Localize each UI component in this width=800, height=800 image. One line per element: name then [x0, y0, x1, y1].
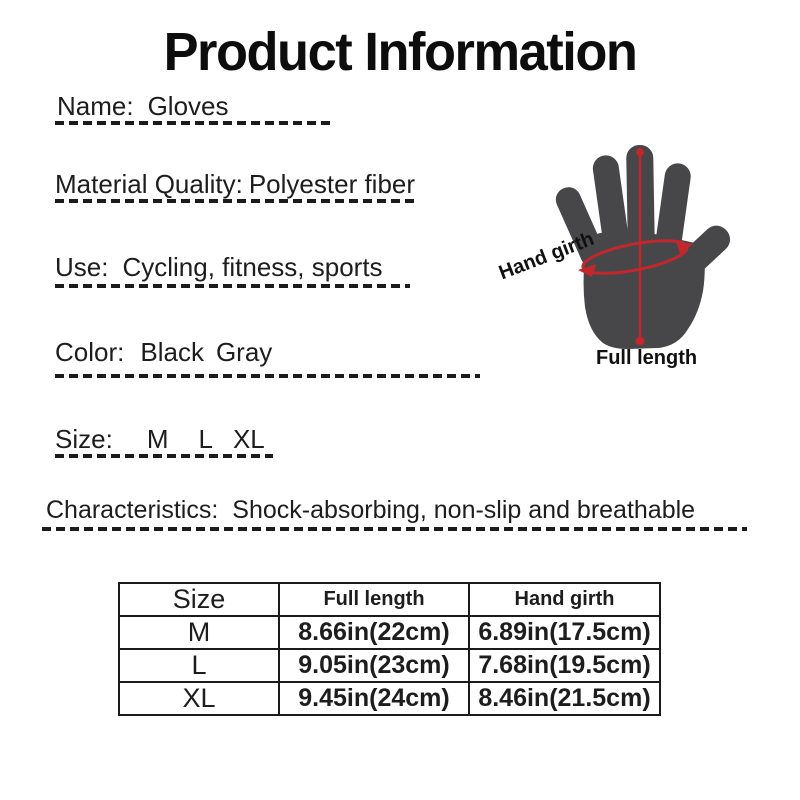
field-label: Material Quality: — [55, 169, 243, 199]
full-length-cell: 8.66in(22cm) — [278, 615, 470, 650]
field-value: Cycling, fitness, sports — [122, 252, 383, 282]
table-row: L 9.05in(23cm) 7.68in(19.5cm) — [118, 648, 661, 683]
field-label: Use: — [55, 252, 109, 282]
size-option-l: L — [198, 424, 213, 454]
hand-girth-cell: 6.89in(17.5cm) — [468, 615, 661, 650]
table-row: M 8.66in(22cm) 6.89in(17.5cm) — [118, 615, 661, 650]
full-length-bottom-dot — [635, 336, 645, 346]
full-length-top-dot — [636, 148, 644, 156]
field-label: Characteristics: — [46, 496, 219, 524]
full-length-label: Full length — [596, 347, 698, 369]
hand-girth-arrow-right — [676, 241, 693, 254]
field-color: Color: Black Gray — [55, 337, 272, 368]
full-length-cell: 9.05in(23cm) — [278, 648, 470, 683]
size-option-m: M — [146, 424, 169, 454]
col-header-hand-girth: Hand girth — [468, 582, 661, 617]
field-value-gray: Gray — [215, 337, 273, 367]
field-name: Name: Gloves — [57, 91, 229, 122]
size-chart-table: Size Full length Hand girth M 8.66in(22c… — [118, 582, 661, 716]
field-value-black: Black — [140, 337, 204, 367]
hand-girth-arrow-left — [578, 264, 596, 277]
dashed-underline — [55, 284, 410, 288]
size-cell: XL — [118, 681, 280, 716]
hand-girth-cell: 8.46in(21.5cm) — [468, 681, 661, 716]
field-value: Polyester fiber — [248, 169, 416, 199]
hand-diagram — [555, 144, 731, 349]
dashed-underline — [55, 454, 273, 458]
size-cell: M — [118, 615, 280, 650]
dashed-underline — [55, 374, 480, 378]
field-label: Name: — [57, 91, 134, 121]
field-characteristics: Characteristics: Shock-absorbing, non-sli… — [46, 496, 695, 525]
table-header-row: Size Full length Hand girth — [118, 582, 661, 617]
dashed-underline — [55, 199, 418, 203]
col-header-size: Size — [118, 582, 280, 617]
col-header-full-length: Full length — [278, 582, 470, 617]
size-option-xl: XL — [232, 424, 265, 454]
dashed-underline — [55, 121, 331, 125]
field-label: Size: — [55, 424, 113, 454]
field-material-quality: Material Quality: Polyester fiber — [55, 169, 415, 200]
field-value: Gloves — [147, 91, 229, 121]
size-cell: L — [118, 648, 280, 683]
field-value: Shock-absorbing, non-slip and breathable — [232, 496, 696, 524]
field-use: Use: Cycling, fitness, sports — [55, 252, 383, 283]
dashed-underline — [42, 527, 747, 531]
field-label: Color: — [55, 337, 125, 367]
hand-girth-cell: 7.68in(19.5cm) — [468, 648, 661, 683]
table-row: XL 9.45in(24cm) 8.46in(21.5cm) — [118, 681, 661, 716]
field-size: Size: M L XL — [55, 424, 265, 455]
full-length-cell: 9.45in(24cm) — [278, 681, 470, 716]
page-title: Product Information — [163, 22, 638, 82]
